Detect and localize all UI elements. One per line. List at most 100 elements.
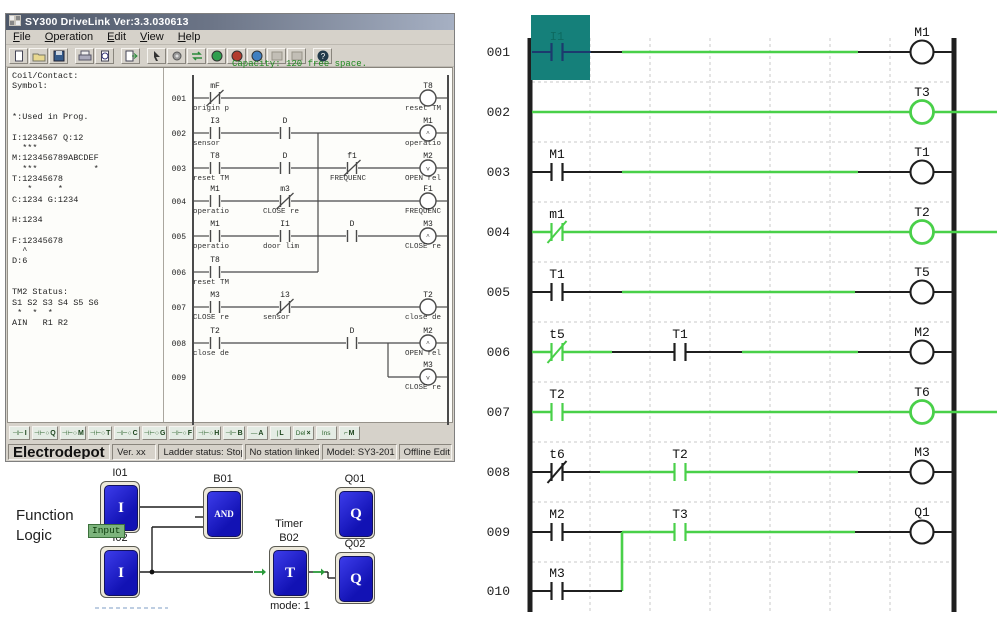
svg-text:M2: M2: [914, 325, 930, 340]
svg-text:T2: T2: [672, 447, 688, 462]
toolbar-run-button[interactable]: [207, 47, 226, 64]
svg-text:009: 009: [487, 525, 510, 540]
block-B02-mode: mode: 1: [270, 600, 310, 612]
svg-text:M2: M2: [549, 507, 565, 522]
ladder-tool-C[interactable]: ⊣⊢○ C: [114, 426, 140, 440]
toolbar-new-button[interactable]: [9, 47, 28, 64]
function-logic-caption: Function Logic: [16, 507, 74, 544]
svg-text:004: 004: [487, 225, 511, 240]
block-B02-symbol: T: [273, 550, 307, 596]
ladder-tool-A[interactable]: — A: [246, 426, 268, 440]
block-B01-symbol: AND: [207, 491, 241, 537]
block-I01-label: I01: [112, 467, 128, 479]
input-tooltip: Input: [88, 524, 125, 538]
svg-text:M1: M1: [549, 147, 565, 162]
block-Q02-label: Q02: [344, 538, 366, 550]
window-title: SY300 DriveLink Ver:3.3.030613: [25, 16, 189, 28]
toolbar-help-button[interactable]: ?: [313, 47, 332, 64]
block-I01-symbol: I: [104, 485, 138, 531]
ladder-tool-M[interactable]: ⊣⊢○ M: [59, 426, 86, 440]
svg-text:t5: t5: [549, 327, 565, 342]
status-bar: Electrodepot Ver. xx Ladder status: Stop N…: [6, 443, 454, 461]
svg-text:t6: t6: [549, 447, 565, 462]
title-bar[interactable]: SY300 DriveLink Ver:3.3.030613: [6, 14, 454, 30]
coil-contact-panel: Coil/Contact: Symbol: *:Used in Prog. I:…: [8, 68, 164, 422]
svg-text:Q1: Q1: [914, 505, 930, 520]
svg-text:T1: T1: [672, 327, 688, 342]
block-Q01-label: Q01: [344, 473, 366, 485]
ladder-tool-L[interactable]: | L: [269, 426, 291, 440]
status-cell-3: Model: SY3-201: [321, 444, 397, 460]
svg-text:007: 007: [487, 405, 510, 420]
app-icon: [9, 13, 21, 31]
block-I02[interactable]: I: [100, 546, 140, 598]
ladder-toolbar: ⊣⊢ I ⊣⊢○ Q ⊣⊢○ M ⊣⊢○ T ⊣⊢○ C ⊣⊢○ G ⊣⊢○ F ⊣⊢○ H ⊣⊢ B — A | L De…: [6, 423, 454, 443]
svg-text:M3: M3: [549, 566, 565, 581]
block-Q01[interactable]: Q: [335, 487, 375, 539]
svg-text:006: 006: [487, 345, 510, 360]
svg-text:M3: M3: [914, 445, 930, 460]
status-cell-4: Offline Edit: [398, 444, 452, 460]
status-cell-0: Ver. xx: [112, 444, 157, 460]
ladder-tool-B[interactable]: ⊣⊢ B: [223, 426, 245, 440]
ladder-tool-H[interactable]: ⊣⊢○ H: [195, 426, 222, 440]
ladder-tool-M[interactable]: ⌐ M: [338, 426, 360, 440]
ladder-tool-F[interactable]: ⊣⊢○ F: [169, 426, 194, 440]
menu-item-operation[interactable]: Operation: [44, 31, 94, 43]
toolbar-transfer-button[interactable]: [187, 47, 206, 64]
toolbar-separator: [307, 48, 312, 64]
svg-text:m1: m1: [549, 207, 565, 222]
block-B01[interactable]: AND: [203, 487, 243, 539]
svg-text:T2: T2: [914, 205, 930, 220]
block-Q02[interactable]: Q: [335, 552, 375, 604]
block-Q01-symbol: Q: [339, 491, 373, 537]
toolbar-upload-button[interactable]: [267, 47, 286, 64]
svg-text:T3: T3: [672, 507, 688, 522]
ladder-tool-I[interactable]: ⊣⊢ I: [9, 426, 30, 440]
ladder-tool-T[interactable]: ⊣⊢○ T: [87, 426, 113, 440]
svg-text:T5: T5: [914, 265, 930, 280]
toolbar-stop-button[interactable]: [227, 47, 246, 64]
svg-text:010: 010: [487, 584, 510, 599]
block-I02-symbol: I: [104, 550, 138, 596]
ladder-tool-×[interactable]: Del ×: [292, 426, 314, 440]
menu-item-edit[interactable]: Edit: [107, 31, 127, 43]
block-B02[interactable]: T: [269, 546, 309, 598]
toolbar-monitor-button[interactable]: [247, 47, 266, 64]
toolbar-pointer-button[interactable]: [147, 47, 166, 64]
svg-text:T1: T1: [914, 145, 930, 160]
svg-text:T2: T2: [549, 387, 565, 402]
block-B02-label: B02: [279, 532, 299, 544]
brand-label: Electrodepot: [8, 444, 111, 460]
menu-bar: File Operation Edit View Help: [6, 30, 454, 45]
svg-text:T3: T3: [914, 85, 930, 100]
svg-text:I1: I1: [550, 30, 564, 44]
svg-text:T6: T6: [914, 385, 930, 400]
toolbar-export-button[interactable]: [121, 47, 140, 64]
app-window: SY300 DriveLink Ver:3.3.030613 File Opera…: [5, 13, 455, 462]
toolbar-download-button[interactable]: [287, 47, 306, 64]
toolbar-print-button[interactable]: [75, 47, 94, 64]
svg-text:T1: T1: [549, 267, 565, 282]
toolbar-settings-button[interactable]: [167, 47, 186, 64]
ladder-tool-12[interactable]: Ins: [315, 426, 337, 440]
menu-item-help[interactable]: Help: [177, 31, 201, 43]
toolbar-save-button[interactable]: [49, 47, 68, 64]
block-Q02-symbol: Q: [339, 556, 373, 602]
toolbar-print-preview-button[interactable]: [95, 47, 114, 64]
toolbar-separator: [141, 48, 146, 64]
ladder-editor-client: Coil/Contact: Symbol: *:Used in Prog. I:…: [7, 67, 453, 423]
main-toolbar: ?: [6, 45, 454, 67]
status-cell-1: Ladder status: Stop: [158, 444, 243, 460]
block-B02-title: Timer: [275, 518, 303, 530]
ladder-tool-Q[interactable]: ⊣⊢○ Q: [32, 426, 58, 440]
svg-text:005: 005: [487, 285, 510, 300]
ladder-tool-G[interactable]: ⊣⊢○ G: [141, 426, 168, 440]
menu-item-view[interactable]: View: [140, 31, 164, 43]
toolbar-open-button[interactable]: [29, 47, 48, 64]
menu-item-file[interactable]: File: [13, 31, 31, 43]
svg-text:008: 008: [487, 465, 510, 480]
svg-text:002: 002: [487, 105, 510, 120]
toolbar-separator: [69, 48, 74, 64]
